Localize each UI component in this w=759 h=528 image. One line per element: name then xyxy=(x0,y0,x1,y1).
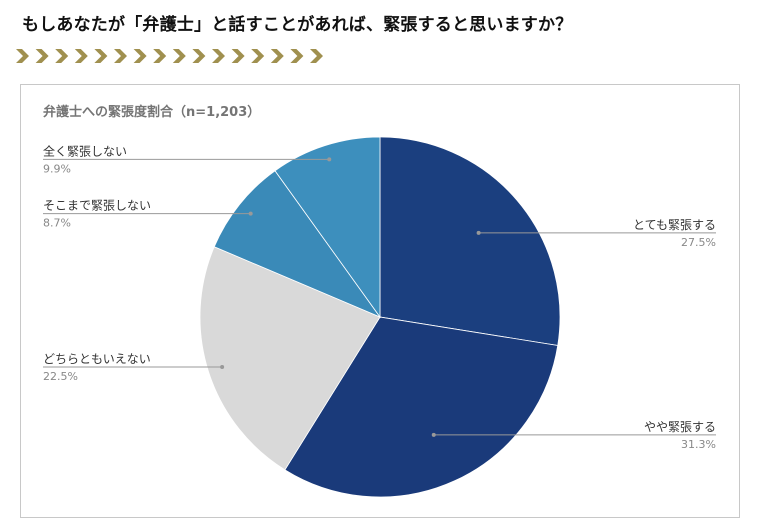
slice-value: 22.5% xyxy=(43,370,78,383)
chevron-icon xyxy=(94,49,108,63)
chevron-icon xyxy=(212,49,225,63)
chevron-icon xyxy=(55,49,69,63)
pie-chart: 弁護士への緊張度割合（n=1,203） とても緊張する 27.5% やや緊張する 31… xyxy=(43,104,716,498)
chevron-icon xyxy=(290,49,304,63)
chevron-icon xyxy=(231,49,245,63)
pie-slice xyxy=(199,246,381,471)
slice-label: やや緊張する xyxy=(644,420,716,434)
slice-value: 27.5% xyxy=(681,236,716,249)
slice-label: どちらともいえない xyxy=(43,352,151,366)
slice-value: 8.7% xyxy=(43,217,71,230)
chevron-icon xyxy=(153,49,167,63)
pie-labels: とても緊張する 27.5% やや緊張する 31.3% どちらともいえない 22.5% そこま… xyxy=(43,143,716,451)
chevron-icon xyxy=(133,49,147,63)
chevron-icon xyxy=(172,49,186,63)
page-heading: もしあなたが「弁護士」と話すことがあれば、緊張すると思いますか？ xyxy=(22,15,573,35)
pie-slice xyxy=(284,316,559,498)
chevron-divider xyxy=(16,49,323,63)
leader-dot xyxy=(248,211,253,216)
pie-slice xyxy=(274,136,381,319)
leader-dot xyxy=(220,364,225,369)
leader-dot xyxy=(327,157,332,162)
chart-title: 弁護士への緊張度割合（n=1,203） xyxy=(43,104,260,120)
chevron-icon xyxy=(192,49,206,63)
slice-label: そこまで緊張しない xyxy=(43,199,151,213)
leader-dot xyxy=(431,432,436,437)
chevron-icon xyxy=(251,49,265,63)
pie-slice xyxy=(379,136,561,346)
chevron-icon xyxy=(16,49,29,63)
slice-value: 31.3% xyxy=(681,438,716,451)
pie-slice xyxy=(213,170,382,318)
chevron-icon xyxy=(114,49,127,63)
chart-frame: 弁護士への緊張度割合（n=1,203） とても緊張する 27.5% やや緊張する 31… xyxy=(20,84,740,518)
chevron-icon xyxy=(310,49,323,63)
chevron-icon xyxy=(74,49,88,63)
chevron-icon xyxy=(270,49,284,63)
chevron-icon xyxy=(35,49,49,63)
slice-label: 全く緊張しない xyxy=(43,143,127,158)
slice-label: とても緊張する xyxy=(633,218,716,232)
pie-slices xyxy=(199,136,561,498)
slice-value: 9.9% xyxy=(43,162,71,175)
leader-dot xyxy=(476,230,481,235)
